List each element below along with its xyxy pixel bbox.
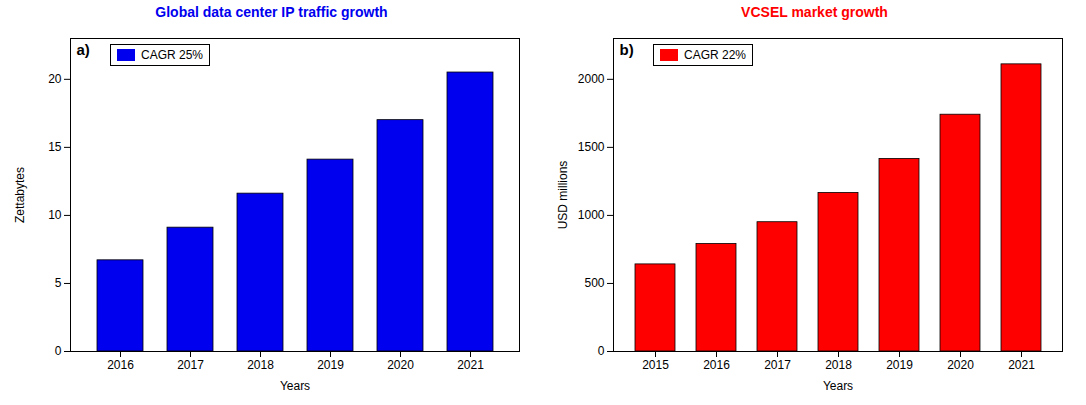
svg-text:2000: 2000: [578, 72, 605, 86]
svg-text:a): a): [77, 41, 90, 58]
svg-text:2015: 2015: [642, 358, 669, 372]
svg-text:2019: 2019: [886, 358, 913, 372]
svg-text:2018: 2018: [825, 358, 852, 372]
svg-text:500: 500: [584, 276, 604, 290]
svg-text:2016: 2016: [107, 358, 134, 372]
svg-text:b): b): [620, 41, 634, 58]
html-text:CAGR 25%: CAGR 25%: [141, 48, 203, 62]
svg-text:2017: 2017: [177, 358, 204, 372]
svg-text:2017: 2017: [764, 358, 791, 372]
svg-text:Years: Years: [280, 379, 310, 393]
svg-text:1500: 1500: [578, 140, 605, 154]
svg-text:0: 0: [598, 344, 605, 358]
svg-text:2020: 2020: [947, 358, 974, 372]
html-text:Global data center IP traffic: Global data center IP traffic growth: [155, 4, 388, 20]
html-text:CAGR 22%: CAGR 22%: [684, 48, 746, 62]
html-text:VCSEL market growth: VCSEL market growth: [741, 4, 888, 20]
svg-text:2016: 2016: [703, 358, 730, 372]
svg-text:20: 20: [48, 72, 62, 86]
svg-text:Zettabytes: Zettabytes: [13, 167, 27, 223]
svg-text:USD millions: USD millions: [556, 161, 570, 230]
svg-text:5: 5: [55, 276, 62, 290]
svg-text:2019: 2019: [317, 358, 344, 372]
svg-text:15: 15: [48, 140, 62, 154]
svg-text:Years: Years: [823, 379, 853, 393]
svg-text:0: 0: [55, 344, 62, 358]
svg-text:2021: 2021: [1008, 358, 1035, 372]
svg-text:2018: 2018: [247, 358, 274, 372]
svg-text:10: 10: [48, 208, 62, 222]
svg-text:2020: 2020: [387, 358, 414, 372]
svg-text:2021: 2021: [457, 358, 484, 372]
svg-text:1000: 1000: [578, 208, 605, 222]
